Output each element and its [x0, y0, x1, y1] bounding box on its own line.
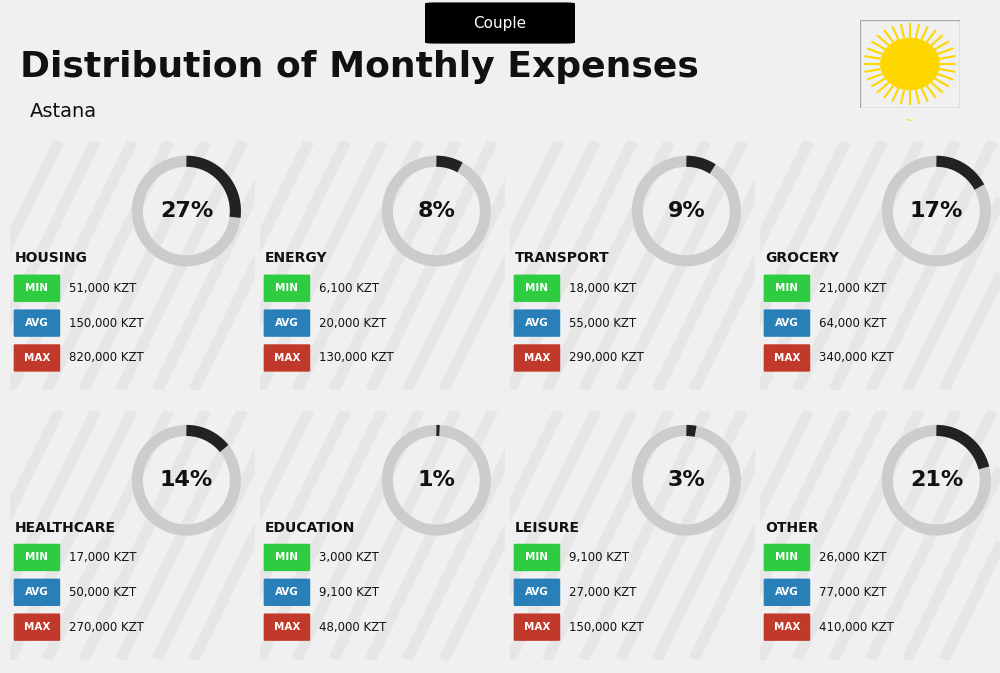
FancyBboxPatch shape — [14, 310, 60, 336]
FancyBboxPatch shape — [514, 544, 560, 571]
Text: 51,000 KZT: 51,000 KZT — [69, 282, 136, 295]
Text: MIN: MIN — [525, 553, 548, 563]
Text: 340,000 KZT: 340,000 KZT — [819, 351, 894, 365]
Text: AVG: AVG — [275, 318, 299, 328]
FancyBboxPatch shape — [514, 345, 560, 371]
FancyBboxPatch shape — [514, 614, 560, 641]
FancyBboxPatch shape — [14, 544, 60, 571]
Text: AVG: AVG — [525, 318, 549, 328]
FancyBboxPatch shape — [764, 579, 810, 606]
Text: MIN: MIN — [275, 553, 298, 563]
FancyBboxPatch shape — [764, 310, 810, 336]
FancyBboxPatch shape — [14, 275, 60, 302]
Text: 6,100 KZT: 6,100 KZT — [319, 282, 379, 295]
FancyBboxPatch shape — [764, 345, 810, 371]
Text: 50,000 KZT: 50,000 KZT — [69, 586, 136, 599]
Text: MIN: MIN — [25, 283, 48, 293]
FancyBboxPatch shape — [764, 614, 810, 641]
FancyBboxPatch shape — [264, 544, 310, 571]
Text: 9%: 9% — [668, 201, 705, 221]
Text: OTHER: OTHER — [765, 520, 818, 534]
Text: EDUCATION: EDUCATION — [265, 520, 355, 534]
Text: MAX: MAX — [274, 622, 300, 632]
Text: 270,000 KZT: 270,000 KZT — [69, 621, 144, 634]
Text: 20,000 KZT: 20,000 KZT — [319, 316, 386, 330]
Text: 3%: 3% — [668, 470, 705, 490]
Circle shape — [881, 38, 939, 90]
Text: 150,000 KZT: 150,000 KZT — [569, 621, 644, 634]
Text: 27%: 27% — [160, 201, 213, 221]
Text: AVG: AVG — [25, 318, 49, 328]
Text: ENERGY: ENERGY — [265, 251, 328, 265]
FancyBboxPatch shape — [264, 345, 310, 371]
Text: 17,000 KZT: 17,000 KZT — [69, 551, 136, 564]
Text: 14%: 14% — [160, 470, 213, 490]
Text: MAX: MAX — [24, 353, 50, 363]
Text: 8%: 8% — [417, 201, 455, 221]
FancyBboxPatch shape — [514, 275, 560, 302]
Text: AVG: AVG — [775, 318, 799, 328]
Text: 130,000 KZT: 130,000 KZT — [319, 351, 394, 365]
FancyBboxPatch shape — [264, 275, 310, 302]
Text: MIN: MIN — [775, 553, 798, 563]
Text: MAX: MAX — [24, 622, 50, 632]
Text: TRANSPORT: TRANSPORT — [515, 251, 610, 265]
Text: 26,000 KZT: 26,000 KZT — [819, 551, 886, 564]
Text: MAX: MAX — [774, 353, 800, 363]
Text: 77,000 KZT: 77,000 KZT — [819, 586, 886, 599]
Text: 21%: 21% — [910, 470, 963, 490]
Text: 150,000 KZT: 150,000 KZT — [69, 316, 144, 330]
Text: 290,000 KZT: 290,000 KZT — [569, 351, 644, 365]
Text: 3,000 KZT: 3,000 KZT — [319, 551, 379, 564]
Text: 9,100 KZT: 9,100 KZT — [319, 586, 379, 599]
Text: HEALTHCARE: HEALTHCARE — [15, 520, 116, 534]
Text: AVG: AVG — [25, 588, 49, 598]
Text: MAX: MAX — [524, 622, 550, 632]
Text: AVG: AVG — [525, 588, 549, 598]
Text: Couple: Couple — [473, 15, 527, 30]
FancyBboxPatch shape — [425, 3, 575, 44]
FancyBboxPatch shape — [14, 345, 60, 371]
Text: 1%: 1% — [417, 470, 455, 490]
FancyBboxPatch shape — [514, 579, 560, 606]
Text: ~: ~ — [905, 116, 915, 126]
Text: AVG: AVG — [275, 588, 299, 598]
Text: 18,000 KZT: 18,000 KZT — [569, 282, 636, 295]
FancyBboxPatch shape — [764, 275, 810, 302]
FancyBboxPatch shape — [264, 579, 310, 606]
FancyBboxPatch shape — [264, 310, 310, 336]
Text: 48,000 KZT: 48,000 KZT — [319, 621, 386, 634]
Text: Astana: Astana — [30, 102, 97, 121]
Text: GROCERY: GROCERY — [765, 251, 839, 265]
Text: 21,000 KZT: 21,000 KZT — [819, 282, 886, 295]
Text: LEISURE: LEISURE — [515, 520, 580, 534]
Text: HOUSING: HOUSING — [15, 251, 88, 265]
Text: MIN: MIN — [25, 553, 48, 563]
FancyBboxPatch shape — [264, 614, 310, 641]
Text: 27,000 KZT: 27,000 KZT — [569, 586, 636, 599]
Text: 820,000 KZT: 820,000 KZT — [69, 351, 144, 365]
Text: 9,100 KZT: 9,100 KZT — [569, 551, 629, 564]
Text: 64,000 KZT: 64,000 KZT — [819, 316, 886, 330]
Text: 17%: 17% — [910, 201, 963, 221]
Text: MIN: MIN — [525, 283, 548, 293]
Text: MIN: MIN — [275, 283, 298, 293]
Text: Distribution of Monthly Expenses: Distribution of Monthly Expenses — [20, 50, 699, 83]
Text: 55,000 KZT: 55,000 KZT — [569, 316, 636, 330]
Text: MAX: MAX — [774, 622, 800, 632]
Text: AVG: AVG — [775, 588, 799, 598]
Text: 410,000 KZT: 410,000 KZT — [819, 621, 894, 634]
FancyBboxPatch shape — [764, 544, 810, 571]
Text: MIN: MIN — [775, 283, 798, 293]
FancyBboxPatch shape — [14, 579, 60, 606]
FancyBboxPatch shape — [14, 614, 60, 641]
FancyBboxPatch shape — [514, 310, 560, 336]
Text: MAX: MAX — [524, 353, 550, 363]
Text: MAX: MAX — [274, 353, 300, 363]
